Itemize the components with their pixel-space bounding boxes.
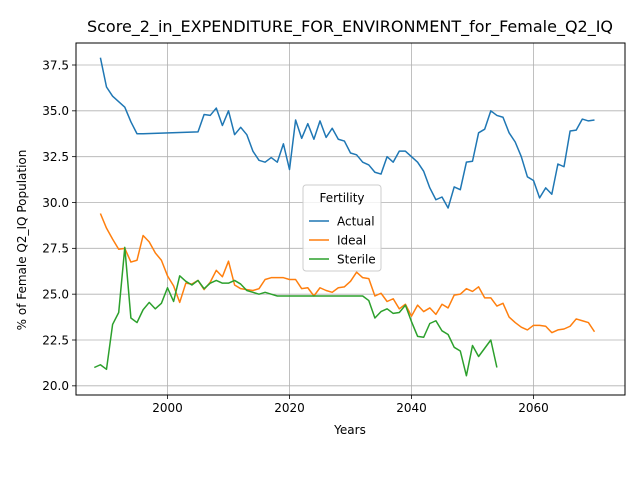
chart-title: Score_2_in_EXPENDITURE_FOR_ENVIRONMENT_f… [87, 17, 613, 37]
legend-label-actual: Actual [337, 214, 375, 228]
x-tick-label: 2000 [152, 401, 183, 415]
grid-lines [76, 43, 625, 395]
axes-frame [75, 42, 626, 396]
y-tick-label: 35.0 [42, 104, 69, 118]
series-line-ideal [99, 213, 596, 334]
y-tick-label: 27.5 [42, 242, 69, 256]
legend-title: Fertility [319, 191, 364, 205]
y-tick-label: 22.5 [42, 333, 69, 347]
y-tick-label: 25.0 [42, 287, 69, 301]
legend-label-ideal: Ideal [337, 233, 366, 247]
x-axis-label: Years [333, 423, 366, 437]
y-tick-label: 20.0 [42, 379, 69, 393]
legend: Fertility Actual Ideal Sterile [302, 184, 382, 272]
x-tick-label: 2040 [396, 401, 427, 415]
series-line-sterile [93, 246, 498, 377]
y-axis-label: % of Female Q2_IQ Population [15, 150, 29, 331]
legend-box [302, 184, 382, 272]
x-axis: 2000 2020 2040 2060 [152, 395, 549, 415]
y-tick-label: 37.5 [42, 58, 69, 72]
series-lines [93, 57, 596, 377]
y-tick-label: 30.0 [42, 196, 69, 210]
x-tick-label: 2020 [274, 401, 305, 415]
plot-area: 2000 2020 2040 2060 20.0 22.5 25.0 27.5 30.0 32.… [42, 42, 626, 415]
y-tick-label: 32.5 [42, 150, 69, 164]
series-line-actual [99, 57, 595, 209]
x-tick-label: 2060 [518, 401, 549, 415]
y-axis: 20.0 22.5 25.0 27.5 30.0 32.5 35.0 37.5 [42, 58, 76, 393]
legend-label-sterile: Sterile [337, 252, 376, 266]
